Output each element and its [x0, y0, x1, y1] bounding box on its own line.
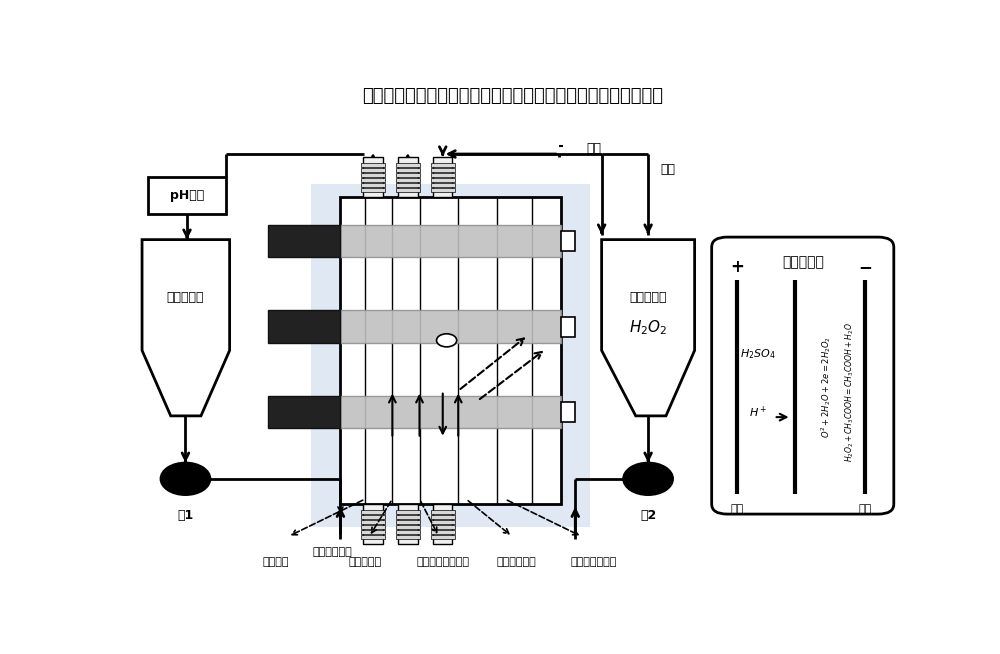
- Text: pH调节: pH调节: [170, 189, 204, 202]
- Polygon shape: [142, 239, 230, 416]
- Text: 质子交换膜: 质子交换膜: [349, 557, 382, 567]
- Circle shape: [623, 463, 673, 495]
- Bar: [561, 317, 575, 337]
- Bar: [361, 535, 385, 540]
- Bar: [431, 510, 455, 514]
- Bar: [396, 173, 420, 177]
- Text: $H_2SO_4$: $H_2SO_4$: [740, 347, 776, 360]
- Text: 阳极: 阳极: [731, 504, 744, 514]
- Bar: [431, 520, 455, 524]
- Bar: [431, 525, 455, 529]
- Bar: [398, 504, 418, 544]
- Bar: [431, 188, 455, 192]
- Text: 阳极电极: 阳极电极: [263, 557, 289, 567]
- Text: 阴极液回路: 阴极液回路: [629, 291, 667, 304]
- Text: 电解槽内部: 电解槽内部: [782, 255, 824, 269]
- Bar: [396, 178, 420, 182]
- Bar: [396, 167, 420, 171]
- Bar: [361, 163, 385, 167]
- Bar: [361, 515, 385, 519]
- Text: 阳极液回路: 阳极液回路: [167, 291, 204, 304]
- Bar: [361, 178, 385, 182]
- Bar: [396, 525, 420, 529]
- Polygon shape: [602, 239, 695, 416]
- Text: 不锈钢导电电极: 不锈钢导电电极: [571, 557, 617, 567]
- Bar: [361, 182, 385, 187]
- Bar: [340, 396, 561, 428]
- Circle shape: [437, 334, 457, 347]
- Bar: [361, 525, 385, 529]
- Text: $H_2O_2+CH_3COOH=CH_3COOH+H_2O$: $H_2O_2+CH_3COOH=CH_3COOH+H_2O$: [843, 322, 856, 462]
- Text: $O^2+2H_2O+2e=2H_2O_2$: $O^2+2H_2O+2e=2H_2O_2$: [819, 336, 833, 438]
- Bar: [396, 182, 420, 187]
- Text: 隔膜式电解槽: 隔膜式电解槽: [313, 547, 353, 557]
- Bar: [340, 310, 561, 343]
- Text: +: +: [730, 258, 744, 277]
- Bar: [433, 156, 452, 197]
- Text: $H_2O_2$: $H_2O_2$: [629, 318, 667, 337]
- Bar: [431, 535, 455, 540]
- Text: −: −: [858, 258, 872, 277]
- Bar: [431, 167, 455, 171]
- Bar: [396, 515, 420, 519]
- Bar: [431, 163, 455, 167]
- Bar: [398, 156, 418, 197]
- Bar: [431, 515, 455, 519]
- Bar: [268, 310, 340, 343]
- Bar: [361, 520, 385, 524]
- Bar: [431, 173, 455, 177]
- Bar: [433, 504, 452, 544]
- Bar: [431, 182, 455, 187]
- Bar: [311, 184, 590, 526]
- Bar: [396, 535, 420, 540]
- Bar: [340, 224, 561, 257]
- Bar: [361, 188, 385, 192]
- Text: 泵1: 泵1: [177, 509, 194, 522]
- Bar: [268, 224, 340, 257]
- Text: 泵2: 泵2: [640, 509, 656, 522]
- Text: 氧气: 氧气: [586, 143, 601, 156]
- Text: $H^+$: $H^+$: [749, 405, 767, 421]
- Text: 阴极气体扩散电极: 阴极气体扩散电极: [416, 557, 469, 567]
- Bar: [396, 520, 420, 524]
- Bar: [363, 156, 383, 197]
- Bar: [363, 504, 383, 544]
- FancyBboxPatch shape: [712, 237, 894, 514]
- Bar: [361, 510, 385, 514]
- Circle shape: [161, 463, 210, 495]
- Bar: [561, 402, 575, 422]
- Text: 石墨气体流道: 石墨气体流道: [496, 557, 536, 567]
- Bar: [148, 177, 226, 215]
- Bar: [268, 396, 340, 428]
- Bar: [361, 167, 385, 171]
- Bar: [561, 231, 575, 251]
- Bar: [396, 188, 420, 192]
- Bar: [361, 530, 385, 534]
- Text: 乙酸: 乙酸: [660, 163, 675, 176]
- Text: 阴极: 阴极: [858, 504, 872, 514]
- Bar: [431, 530, 455, 534]
- Bar: [340, 197, 561, 504]
- Bar: [431, 178, 455, 182]
- Bar: [361, 173, 385, 177]
- Text: 一种基于堆叠式电解槽装置电催化原位氧化合成过氧乙酸的工艺: 一种基于堆叠式电解槽装置电催化原位氧化合成过氧乙酸的工艺: [362, 87, 663, 105]
- Bar: [396, 510, 420, 514]
- Bar: [396, 530, 420, 534]
- Bar: [396, 163, 420, 167]
